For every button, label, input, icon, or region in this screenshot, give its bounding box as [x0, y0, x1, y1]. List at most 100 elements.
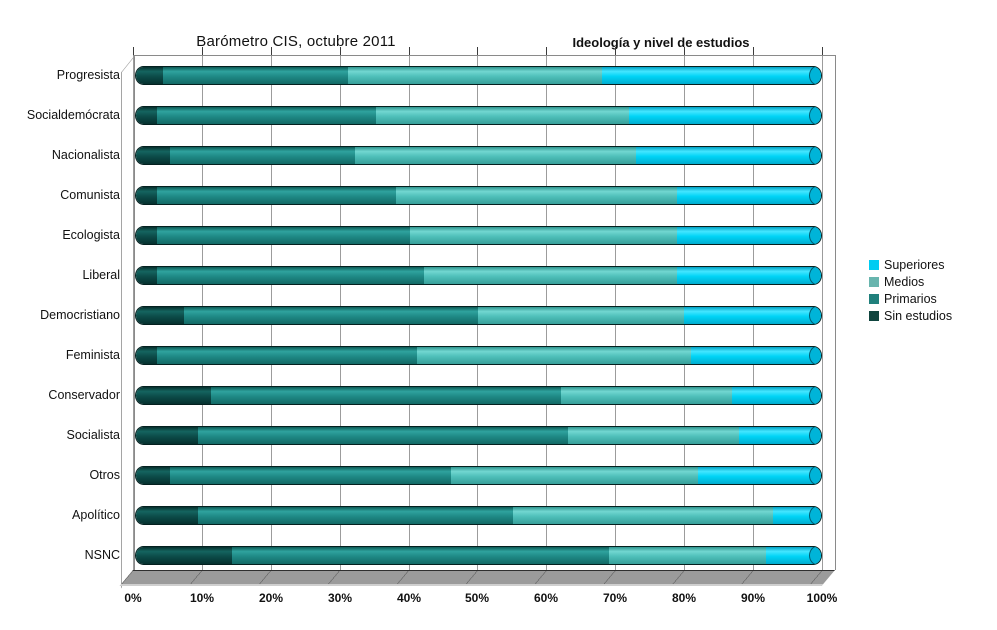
- category-label: NSNC: [84, 548, 120, 562]
- bar-segment-superiores: [683, 306, 821, 324]
- legend-item-primarios: Primarios: [869, 290, 952, 307]
- bar-row: [135, 545, 822, 565]
- x-axis-label: 60%: [533, 591, 559, 605]
- bar-end-cap: [808, 426, 821, 444]
- bar-segment-superiores: [731, 386, 821, 404]
- bar-segment-sin-estudios: [136, 186, 157, 204]
- category-label: Feminista: [65, 348, 120, 362]
- plot-right-border: [835, 55, 836, 570]
- x-axis-label: 70%: [602, 591, 628, 605]
- bar-segment-primarios: [211, 386, 561, 404]
- bar-segment-medios: [396, 186, 678, 204]
- bar-segment-medios: [375, 106, 630, 124]
- axis-tick: [546, 47, 547, 55]
- x-axis-label: 80%: [671, 591, 697, 605]
- bar-segment-sin-estudios: [136, 386, 212, 404]
- plot-top-border: [133, 55, 836, 56]
- bar-segment-primarios: [163, 66, 349, 84]
- bar-segment-sin-estudios: [136, 426, 198, 444]
- bar-row: [135, 505, 822, 525]
- bar-end-cap: [808, 146, 821, 164]
- category-label: Liberal: [82, 268, 120, 282]
- bar-row: [135, 345, 822, 365]
- bar-segment-primarios: [156, 346, 417, 364]
- category-label: Comunista: [60, 188, 120, 202]
- bar-segment-medios: [478, 306, 684, 324]
- plot-floor-3d: [119, 570, 836, 586]
- bar-segment-medios: [409, 226, 678, 244]
- x-axis-label: 90%: [740, 591, 766, 605]
- x-axis-label: 20%: [258, 591, 284, 605]
- legend-item-medios: Medios: [869, 273, 952, 290]
- bar-segment-superiores: [766, 546, 821, 564]
- bar-segment-primarios: [170, 466, 452, 484]
- bar-segment-primarios: [197, 506, 513, 524]
- bar-segment-superiores: [738, 426, 821, 444]
- bar-end-cap: [808, 226, 821, 244]
- legend-label: Sin estudios: [884, 308, 953, 323]
- bar-end-cap: [808, 466, 821, 484]
- category-label: Conservador: [48, 388, 120, 402]
- axis-tick: [409, 47, 410, 55]
- axis-tick: [202, 47, 203, 55]
- bar-segment-superiores: [677, 226, 821, 244]
- category-label: Progresista: [56, 68, 120, 82]
- bar-segment-sin-estudios: [136, 146, 171, 164]
- bar-segment-medios: [560, 386, 732, 404]
- bar-end-cap: [808, 546, 821, 564]
- gridline: [133, 56, 134, 570]
- x-axis-label: 40%: [396, 591, 422, 605]
- bar-row: [135, 425, 822, 445]
- bar-segment-sin-estudios: [136, 346, 157, 364]
- axis-tick: [753, 47, 754, 55]
- axis-tick: [133, 47, 134, 55]
- category-label: Socialista: [66, 428, 121, 442]
- bar-segment-medios: [608, 546, 767, 564]
- bar-segment-sin-estudios: [136, 546, 232, 564]
- bar-end-cap: [808, 266, 821, 284]
- bar-segment-superiores: [677, 186, 821, 204]
- legend-label: Superiores: [884, 257, 945, 272]
- bar-row: [135, 225, 822, 245]
- bar-segment-sin-estudios: [136, 226, 157, 244]
- x-axis-label: 30%: [327, 591, 353, 605]
- legend-swatch-medios: [869, 276, 879, 287]
- axis-tick: [271, 47, 272, 55]
- legend-label: Medios: [884, 274, 925, 289]
- bar-segment-sin-estudios: [136, 106, 157, 124]
- legend-item-sin-estudios: Sin estudios: [869, 307, 952, 324]
- bar-segment-primarios: [156, 226, 410, 244]
- chart-subtitle: Ideología y nivel de estudios: [572, 35, 750, 50]
- axis-tick: [684, 47, 685, 55]
- bar-segment-medios: [423, 266, 678, 284]
- bar-segment-primarios: [183, 306, 479, 324]
- bar-segment-primarios: [156, 266, 424, 284]
- bar-segment-primarios: [156, 106, 376, 124]
- bar-segment-medios: [355, 146, 637, 164]
- legend-swatch-superiores: [869, 259, 879, 270]
- bar-segment-medios: [348, 66, 602, 84]
- axis-tick: [340, 47, 341, 55]
- bar-segment-superiores: [690, 346, 821, 364]
- bar-end-cap: [808, 306, 821, 324]
- bar-segment-sin-estudios: [136, 66, 164, 84]
- bar-end-cap: [808, 66, 821, 84]
- x-axis-label: 100%: [806, 591, 838, 605]
- bar-segment-primarios: [156, 186, 397, 204]
- gridline: [822, 56, 823, 570]
- bar-end-cap: [808, 386, 821, 404]
- legend-swatch-sin-estudios: [869, 310, 879, 321]
- axis-tick: [822, 47, 823, 55]
- bar-row: [135, 265, 822, 285]
- category-label: Democristiano: [40, 308, 120, 322]
- legend: Superiores Medios Primarios Sin estudios: [869, 256, 952, 324]
- legend-item-superiores: Superiores: [869, 256, 952, 273]
- category-label: Otros: [89, 468, 120, 482]
- bar-segment-medios: [451, 466, 698, 484]
- category-label: Nacionalista: [51, 148, 120, 162]
- bar-end-cap: [808, 186, 821, 204]
- bar-row: [135, 305, 822, 325]
- bar-segment-superiores: [697, 466, 821, 484]
- bar-segment-superiores: [677, 266, 821, 284]
